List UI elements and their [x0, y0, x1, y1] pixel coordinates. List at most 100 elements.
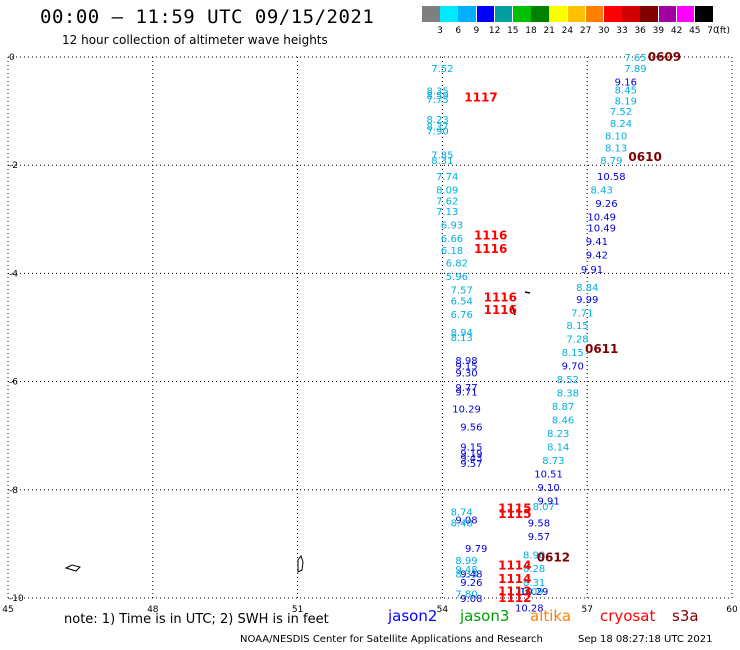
pass-time-label: 1116 — [484, 303, 517, 317]
wave-height-label: 9.19 — [460, 449, 482, 460]
color-swatch — [658, 6, 677, 22]
color-tick-label: 45 — [689, 26, 701, 36]
wave-height-label: 9.26 — [595, 199, 617, 210]
pass-time-label: 1116 — [474, 229, 507, 243]
color-swatch — [604, 6, 622, 22]
wave-height-label: 8.90 — [523, 551, 545, 562]
wave-height-label: 8.94 — [451, 328, 473, 339]
wave-height-label: 8.59 — [426, 91, 448, 102]
color-tick-label: 27 — [579, 26, 592, 36]
wave-height-label: 10.28 — [515, 604, 544, 615]
color-tick-label: 36 — [634, 26, 646, 36]
satellite-cryosat: cryosat — [600, 607, 656, 625]
pass-time-label: 1112 — [498, 591, 531, 605]
x-tick-label: 51 — [292, 605, 303, 615]
wave-height-label: 9.48 — [455, 565, 477, 576]
wave-height-label: 10.58 — [597, 172, 626, 183]
color-swatch — [422, 6, 440, 22]
pass-time-label: 0611 — [585, 342, 618, 356]
island-shape — [511, 291, 531, 316]
wave-height-label: 8.87 — [552, 402, 574, 413]
color-swatch — [476, 6, 495, 22]
units-note: note: 1) Time is in UTC; 2) SWH is in fe… — [64, 612, 329, 627]
wave-height-label: 8.98 — [455, 356, 477, 367]
color-scale-legend: 3 6 9 12 15 18 21 24 27 30 33 36 39 42 45 70 (ft) — [422, 4, 732, 40]
wave-height-label: 7.85 — [431, 150, 453, 161]
wave-height-label: 9.79 — [465, 544, 487, 555]
wave-height-label: 8.23 — [547, 429, 569, 440]
wave-height-label: 7.74 — [436, 172, 458, 183]
color-tick-label: 70 — [707, 26, 719, 36]
color-swatch — [440, 6, 458, 22]
wave-height-label: 8.19 — [615, 96, 637, 107]
island-shape — [297, 554, 304, 573]
wave-height-label: 9.77 — [455, 383, 477, 394]
color-tick-label: 15 — [507, 26, 519, 36]
wave-height-label: 8.31 — [431, 156, 453, 167]
wave-height-label: 8.38 — [557, 388, 579, 399]
pass-time-label: 1113 — [498, 585, 531, 599]
wave-height-label: 8.46 — [552, 415, 574, 426]
wave-height-label: 7.75 — [426, 95, 448, 106]
wave-height-label: 8.48 — [451, 518, 473, 529]
island-shape — [64, 564, 81, 572]
wave-height-label: 9.16 — [615, 77, 637, 88]
wave-height-label: 7.52 — [431, 64, 453, 75]
wave-height-label: 8.15 — [566, 321, 588, 332]
pass-time-label: 1114 — [498, 572, 531, 586]
y-tick-label: -6 — [9, 378, 18, 388]
wave-height-label: 9.56 — [460, 423, 482, 434]
pass-time-label: 0612 — [537, 550, 570, 564]
wave-height-label: 9.57 — [528, 532, 550, 543]
wave-height-label: 7.52 — [610, 107, 632, 118]
satellite-jason3: jason3 — [460, 607, 510, 625]
color-tick-label: 18 — [525, 26, 537, 36]
color-swatch — [549, 6, 567, 22]
wave-height-label: 7.90 — [426, 127, 448, 138]
chart-subtitle: 12 hour collection of altimeter wave hei… — [62, 33, 328, 47]
wave-height-label: 8.23 — [426, 115, 448, 126]
wave-height-label: 8.37 — [426, 122, 448, 133]
wave-height-label: 9.10 — [537, 483, 559, 494]
satellite-jason2: jason2 — [388, 607, 438, 625]
wave-height-label: 6.82 — [446, 259, 468, 270]
pass-time-label: 0609 — [648, 50, 681, 64]
wave-height-label: 10.51 — [534, 470, 563, 481]
wave-height-label: 7.62 — [436, 196, 458, 207]
pass-time-label: 1117 — [464, 91, 497, 105]
color-tick-label: 12 — [488, 26, 501, 36]
color-tick-label: 30 — [598, 26, 610, 36]
wave-height-label: 8.84 — [576, 283, 598, 294]
wave-height-label: 7.13 — [436, 207, 458, 218]
wave-height-label: 9.99 — [576, 295, 598, 306]
wave-height-label: 9.58 — [528, 518, 550, 529]
wave-height-label: 7.57 — [451, 286, 473, 297]
color-swatch — [585, 6, 604, 22]
color-tick-label: 39 — [652, 26, 665, 36]
pass-time-label: 1114 — [498, 559, 531, 573]
wave-height-label: 8.74 — [451, 507, 473, 518]
wave-height-label: 9.71 — [455, 387, 477, 398]
wave-height-label: 8.31 — [523, 578, 545, 589]
wave-height-label: 8.99 — [455, 556, 477, 567]
color-swatch — [513, 6, 531, 22]
wave-height-label: 10.29 — [520, 587, 549, 598]
wave-height-label: 8.15 — [562, 348, 584, 359]
wave-height-label: 9.42 — [586, 250, 608, 261]
wave-height-label: 6.18 — [441, 246, 463, 257]
color-swatch — [676, 6, 695, 22]
satellite-s3a: s3a — [672, 607, 699, 625]
wave-height-label: 7.65 — [624, 53, 646, 64]
color-unit-label: (ft) — [716, 26, 730, 36]
wave-height-label: 9.41 — [586, 237, 608, 248]
color-swatch — [458, 6, 476, 22]
wave-height-label: 8.07 — [533, 502, 555, 513]
satellite-altika: altika — [530, 607, 572, 625]
wave-height-label: 9.08 — [455, 516, 477, 527]
wave-height-label: 8.28 — [523, 564, 545, 575]
wave-height-label: 9.48 — [460, 570, 482, 581]
wave-height-label: 6.93 — [441, 221, 463, 232]
wave-height-label: 6.66 — [441, 234, 463, 245]
wave-height-label: 9.43 — [460, 453, 482, 464]
pass-time-label: 1116 — [484, 291, 517, 305]
